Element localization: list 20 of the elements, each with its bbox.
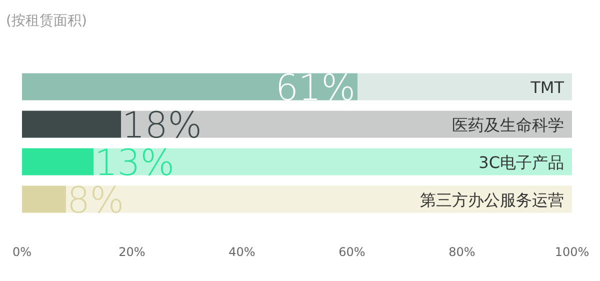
x-tick-label: 80% — [448, 245, 476, 259]
x-tick-label: 40% — [228, 245, 256, 259]
x-tick-label: 100% — [554, 245, 590, 259]
bar — [22, 73, 358, 100]
bar — [66, 186, 572, 213]
x-tick-label: 0% — [12, 245, 32, 259]
bar — [358, 73, 572, 100]
x-tick-label: 60% — [338, 245, 366, 259]
data-label: 61% — [275, 68, 356, 109]
y-tick-label: TMT — [530, 78, 564, 97]
bar — [121, 110, 572, 138]
bar — [22, 148, 94, 176]
bar — [22, 186, 66, 213]
bar — [22, 110, 121, 138]
x-tick-label: 20% — [118, 245, 146, 259]
y-tick-label: 医药及生命科学 — [452, 115, 564, 134]
bar — [94, 148, 572, 176]
chart-subtitle: (按租赁面积) — [6, 13, 87, 29]
y-tick-label: 第三方办公服务运营 — [420, 190, 564, 210]
y-tick-label: 3C电子产品 — [478, 152, 564, 172]
